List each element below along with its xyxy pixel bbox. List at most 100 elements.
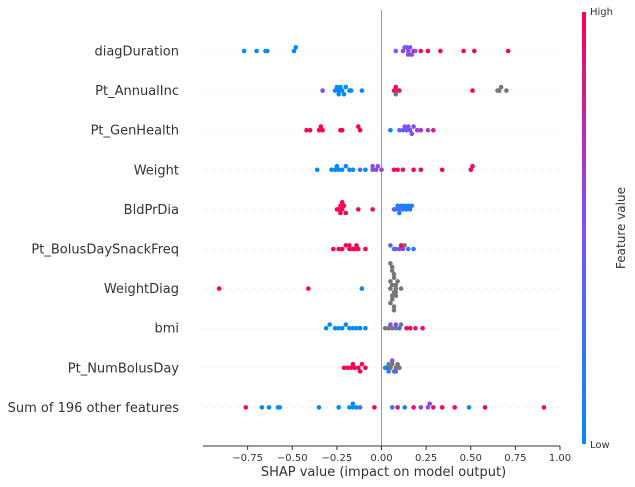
data-point xyxy=(391,88,397,93)
data-point xyxy=(407,127,413,133)
data-point xyxy=(541,405,547,410)
data-point xyxy=(372,405,377,410)
data-point xyxy=(388,286,393,291)
data-point xyxy=(348,365,354,371)
data-point xyxy=(341,203,347,209)
data-point xyxy=(472,48,477,54)
data-point xyxy=(497,88,502,93)
data-point xyxy=(356,246,361,252)
data-point xyxy=(386,325,391,331)
data-point xyxy=(400,48,406,54)
data-point xyxy=(407,325,413,331)
data-point xyxy=(397,246,402,252)
data-point xyxy=(336,91,342,97)
data-point xyxy=(356,124,361,129)
data-point xyxy=(343,163,349,169)
data-point xyxy=(386,369,391,374)
feature-label: Pt_GenHealth xyxy=(91,124,179,139)
data-point xyxy=(331,246,336,252)
data-point xyxy=(345,365,350,371)
data-point xyxy=(329,167,334,173)
data-point xyxy=(395,167,400,173)
data-point xyxy=(323,325,329,331)
data-point xyxy=(393,84,399,90)
data-point xyxy=(393,282,399,288)
data-point xyxy=(357,325,363,331)
data-point xyxy=(339,167,345,173)
data-point xyxy=(370,207,375,212)
data-point xyxy=(393,293,399,299)
feature-label: Sum of 196 other features xyxy=(8,401,180,416)
data-point xyxy=(418,405,424,410)
data-point xyxy=(409,52,415,57)
data-point xyxy=(352,365,358,371)
data-point xyxy=(393,369,399,374)
data-point xyxy=(470,163,475,169)
data-point xyxy=(338,84,343,90)
data-point xyxy=(388,279,393,284)
data-point xyxy=(402,405,408,410)
data-point xyxy=(386,361,391,367)
data-point xyxy=(243,405,249,410)
data-point xyxy=(338,210,343,216)
data-point xyxy=(397,365,402,371)
data-point xyxy=(343,243,349,248)
data-point xyxy=(388,322,393,327)
data-point xyxy=(413,325,418,331)
x-tick-label: 1.00 xyxy=(549,453,571,464)
data-point xyxy=(336,207,342,212)
data-point xyxy=(348,88,354,93)
data-point xyxy=(393,325,399,331)
data-point xyxy=(347,405,352,410)
data-point xyxy=(466,405,472,410)
data-point xyxy=(395,361,400,367)
feature-label: Pt_BolusDaySnackFreq xyxy=(31,243,179,258)
data-point xyxy=(254,48,259,54)
data-point xyxy=(356,207,361,212)
data-point xyxy=(400,246,406,252)
data-point xyxy=(406,246,411,252)
data-point xyxy=(389,264,395,270)
data-point xyxy=(402,243,408,248)
data-point xyxy=(354,243,359,248)
data-point xyxy=(327,322,333,327)
data-points xyxy=(216,45,547,410)
data-point xyxy=(397,325,402,331)
data-point xyxy=(397,88,402,93)
data-point xyxy=(384,365,390,371)
data-point xyxy=(391,307,397,313)
data-point xyxy=(332,167,338,173)
feature-label: diagDuration xyxy=(94,45,179,60)
data-point xyxy=(439,167,445,173)
data-point xyxy=(400,207,406,212)
data-point xyxy=(388,300,393,306)
data-point xyxy=(389,405,395,410)
colorbar-title: Feature value xyxy=(614,187,628,269)
data-point xyxy=(291,48,297,54)
data-point xyxy=(359,361,365,367)
data-point xyxy=(343,322,349,327)
data-point xyxy=(357,127,363,133)
data-point xyxy=(406,124,411,129)
data-point xyxy=(420,325,425,331)
data-point xyxy=(398,322,404,327)
data-point xyxy=(391,207,397,212)
data-point xyxy=(334,163,340,169)
feature-label: Pt_AnnualInc xyxy=(95,84,179,99)
data-point xyxy=(397,127,402,133)
colorbar xyxy=(582,12,586,444)
data-point xyxy=(397,210,402,216)
x-tick-label: −0.25 xyxy=(322,453,353,464)
data-point xyxy=(406,203,411,209)
data-point xyxy=(393,246,399,252)
data-point xyxy=(418,167,424,173)
data-point xyxy=(266,405,272,410)
data-point xyxy=(406,52,411,57)
data-point xyxy=(397,207,402,212)
data-point xyxy=(339,199,345,205)
data-point xyxy=(427,401,433,407)
data-point xyxy=(425,405,431,410)
data-point xyxy=(411,246,416,252)
feature-labels: diagDuration Pt_AnnualInc Pt_GenHealth Weig… xyxy=(8,45,180,416)
